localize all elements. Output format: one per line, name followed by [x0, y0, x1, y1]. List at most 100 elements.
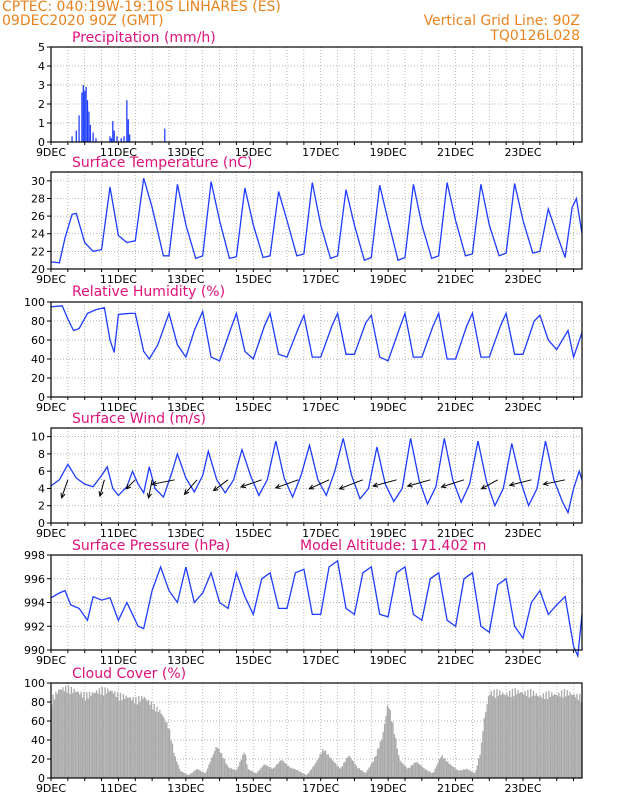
cloud-bar: [449, 764, 452, 778]
cloud-bar: [301, 772, 303, 778]
x-tick-label: 11DEC: [100, 782, 137, 795]
cloud-bar: [537, 695, 539, 778]
y-tick-label: 990: [24, 644, 45, 657]
cloud-bar: [337, 766, 339, 778]
cloud-bar: [452, 766, 455, 778]
cloud-bar: [212, 754, 214, 778]
cloud-bar: [135, 697, 137, 778]
cloud-bar: [65, 685, 67, 778]
cloud-bar: [110, 690, 112, 778]
cloud-bar: [322, 749, 324, 778]
cloud-bar: [146, 700, 148, 778]
x-tick-label: 13DEC: [167, 146, 204, 159]
y-tick-label: 20: [31, 263, 45, 276]
cloud-bar: [107, 688, 109, 778]
cloud-bar: [566, 690, 568, 778]
station-line: CPTEC: 040:19W-19:10S LINHARES (ES): [2, 0, 281, 15]
cloud-bar: [86, 692, 88, 778]
cloud-bar: [468, 769, 470, 778]
y-tick-label: 24: [31, 228, 45, 241]
cloud-bar: [287, 765, 289, 778]
cloud-bar: [257, 770, 259, 778]
cloud-bar: [159, 709, 161, 778]
cloud-bar: [249, 769, 251, 778]
cloud-bar: [435, 765, 438, 778]
cloud-bar: [374, 757, 376, 778]
cloud-bar: [285, 763, 287, 778]
y-tick-label: 40: [31, 734, 45, 747]
cloud-bar: [312, 766, 314, 778]
cloud-bar: [518, 693, 521, 778]
x-tick-label: 21DEC: [437, 146, 474, 159]
x-tick-label: 19DEC: [370, 527, 407, 540]
cloud-bar: [143, 696, 146, 778]
cloud-bar: [500, 694, 502, 778]
cloud-bar: [226, 765, 228, 778]
cloud-bar: [558, 692, 560, 778]
cloud-bar: [74, 692, 77, 778]
cloud-bar: [372, 761, 375, 778]
cloud-bar: [476, 765, 478, 778]
x-tick-label: 23DEC: [504, 401, 541, 414]
cloud-bar: [504, 695, 507, 778]
cloud-bar: [243, 752, 245, 778]
cloud-bar: [73, 688, 75, 778]
cloud-bar: [181, 771, 183, 778]
cloud-bar: [163, 717, 165, 778]
cloud-bar: [552, 695, 554, 778]
cloud-bar: [438, 759, 441, 778]
y-tick-label: 26: [31, 210, 45, 223]
cloud-bar: [93, 693, 95, 778]
cloud-bar: [579, 693, 581, 778]
cloud-bar: [274, 767, 276, 778]
cloud-bar: [119, 692, 122, 778]
cloud-bar: [493, 689, 495, 778]
cloud-bar: [132, 697, 134, 778]
cloud-bar: [133, 703, 136, 778]
cloud-bar: [229, 767, 231, 778]
cloud-bar: [548, 690, 550, 778]
precip-bar: [129, 134, 131, 142]
cloud-bar: [382, 731, 384, 778]
cloud-bar: [174, 756, 176, 778]
cloud-bar: [122, 694, 124, 778]
wind-arrow-head: [274, 483, 281, 489]
cloud-bar: [125, 695, 127, 778]
x-tick-label: 13DEC: [167, 782, 204, 795]
cloud-bar: [344, 761, 346, 778]
cloud-bar: [413, 762, 415, 778]
cloud-bar: [271, 768, 273, 778]
x-tick-label: 13DEC: [167, 654, 204, 667]
cloud-bar: [161, 715, 164, 778]
cloud-bar: [128, 697, 130, 778]
cloud-bar: [459, 769, 462, 778]
cloud-bar: [530, 688, 532, 778]
precip-bar: [85, 86, 87, 142]
precip-bar: [86, 100, 89, 142]
cloud-bar: [358, 768, 360, 778]
wind-arrow-head: [150, 480, 158, 487]
cloud-bar: [94, 692, 96, 778]
cloud-bar: [299, 771, 301, 778]
cloud-bar: [278, 761, 280, 778]
cloud-bar: [532, 690, 535, 778]
panel-title: Surface Temperature (nC): [72, 155, 253, 171]
cloud-bar: [430, 772, 432, 778]
cloud-bar: [254, 772, 257, 778]
cloud-bar: [124, 698, 126, 778]
x-tick-label: 19DEC: [370, 273, 407, 286]
wind-arrow: [441, 479, 465, 488]
cloud-bar: [232, 769, 234, 778]
cloud-bar: [237, 766, 240, 778]
x-tick-label: 15DEC: [235, 527, 272, 540]
cloud-bar: [521, 692, 523, 778]
precip-bar: [75, 130, 77, 142]
x-tick-label: 9DEC: [36, 782, 66, 795]
cloud-bar: [544, 699, 546, 778]
cloud-bar: [419, 764, 421, 778]
cloud-bar: [497, 695, 500, 778]
cloud-bar: [333, 761, 335, 778]
cloud-bar: [267, 765, 269, 778]
cloud-bar: [395, 738, 397, 778]
